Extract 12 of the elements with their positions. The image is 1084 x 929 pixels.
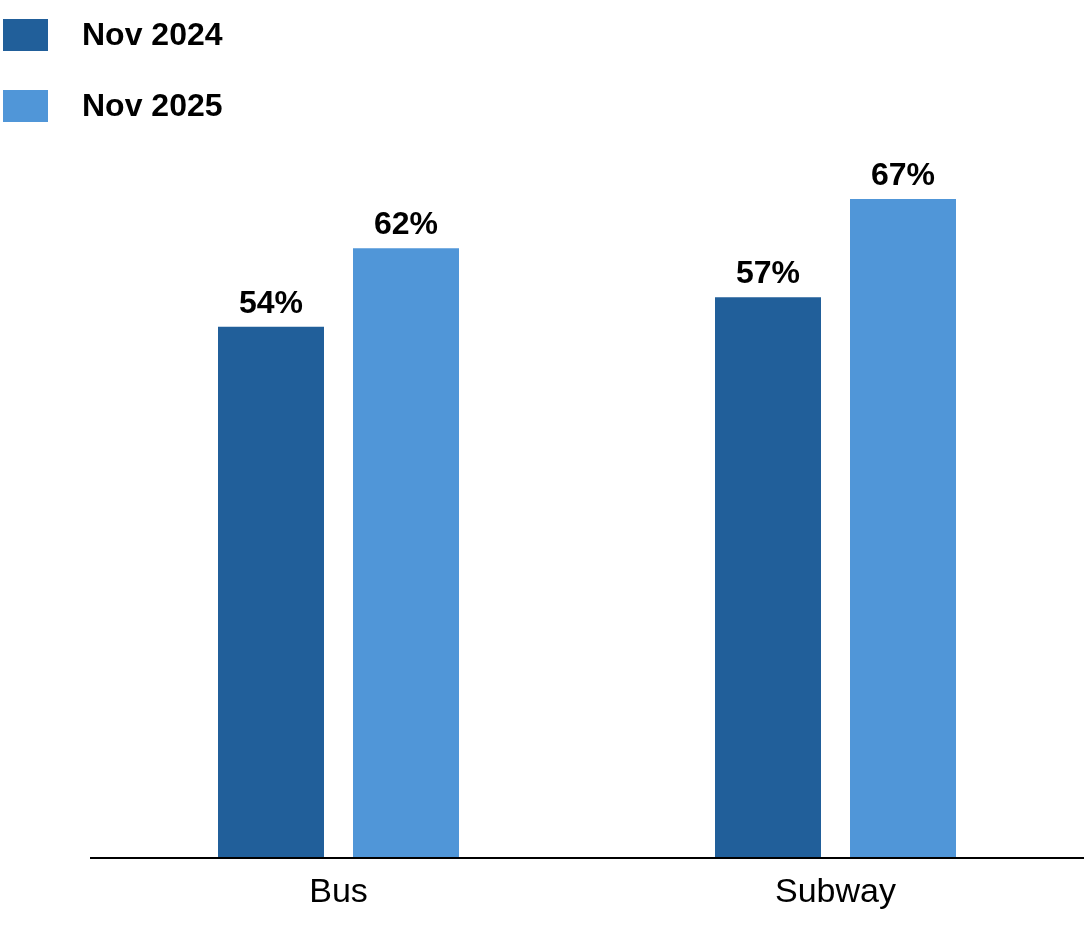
- bar: [850, 199, 956, 858]
- data-label: 57%: [735, 254, 801, 291]
- legend-label: Nov 2024: [82, 16, 223, 53]
- data-label: 54%: [238, 283, 304, 320]
- data-label: 62%: [373, 205, 439, 242]
- legend-label: Nov 2025: [82, 87, 223, 124]
- x-tick-label: Subway: [775, 871, 896, 910]
- bar: [218, 326, 324, 858]
- bar: [715, 297, 821, 858]
- data-label: 67%: [870, 156, 936, 192]
- x-tick-label: Bus: [309, 871, 368, 910]
- bar: [353, 248, 459, 858]
